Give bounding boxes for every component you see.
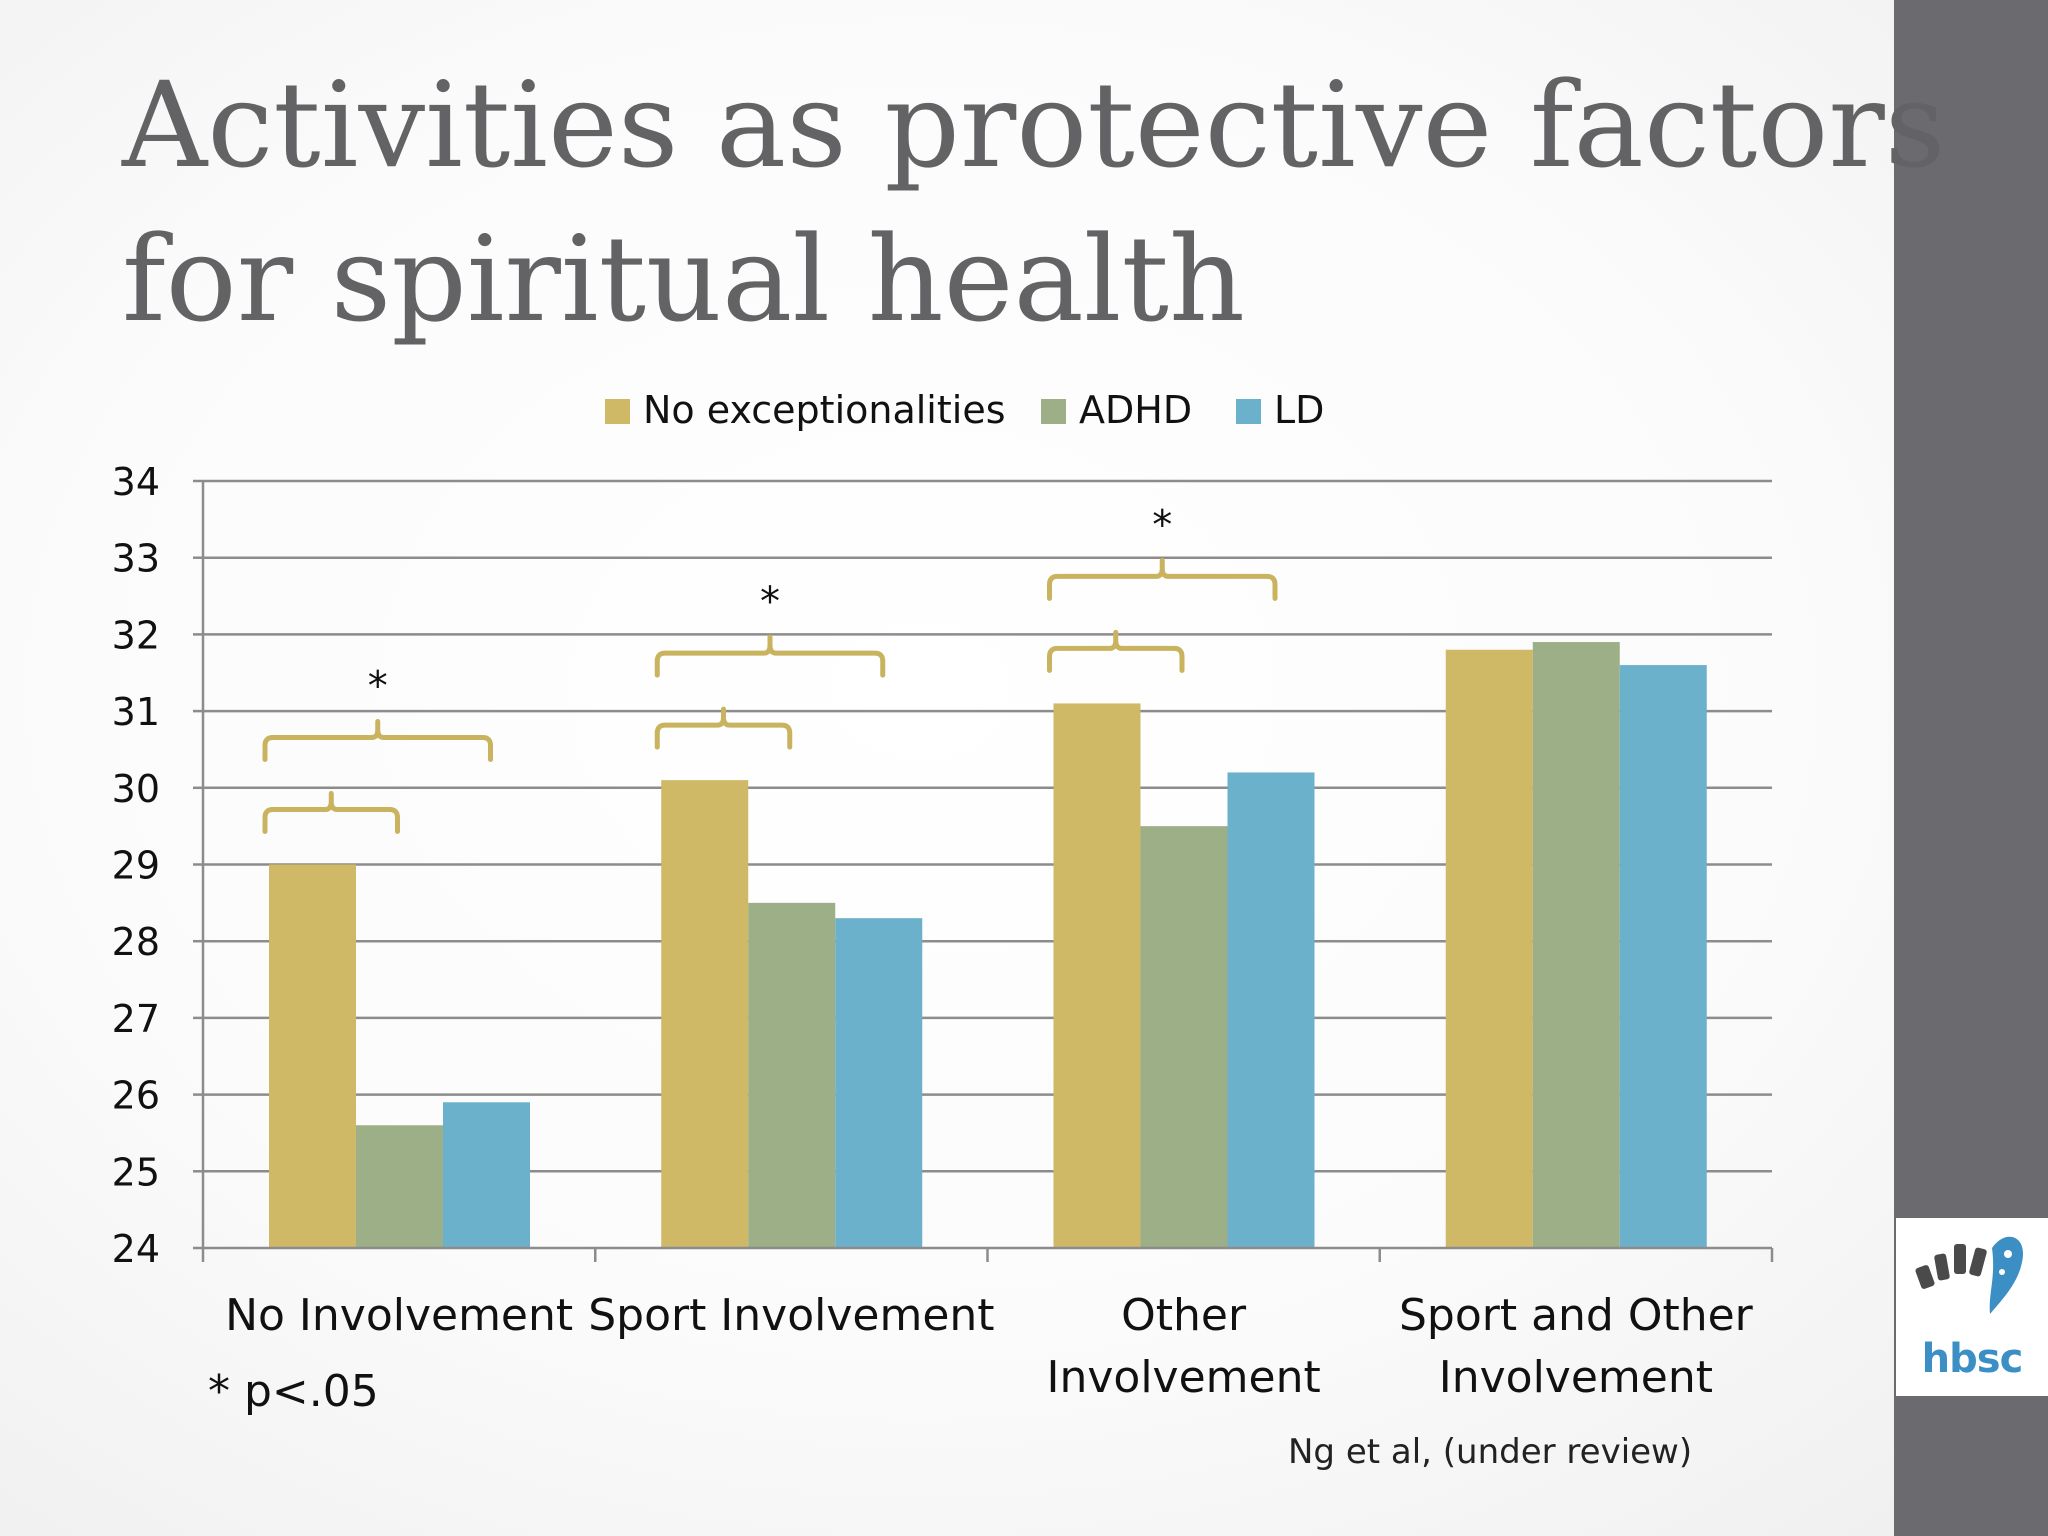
y-tick-label-34: 34 xyxy=(112,460,160,504)
y-tick-label-29: 29 xyxy=(112,844,160,888)
x-tick-label-0: No Involvement xyxy=(225,1290,573,1341)
bar-2-0 xyxy=(1053,703,1141,1248)
bar-0-1 xyxy=(356,1125,443,1248)
legend-swatch-0 xyxy=(605,399,630,424)
y-tick-label-30: 30 xyxy=(112,767,160,811)
bar-chart: No exceptionalities ADHD LD 24 25 26 27 28 29 30… xyxy=(112,388,1774,1403)
y-tick-label-24: 24 xyxy=(112,1227,160,1271)
significance-star-0: * xyxy=(368,664,388,710)
slide-title: Activities as protective factors for spi… xyxy=(122,48,1946,356)
title-line-2: for spiritual health xyxy=(122,210,1245,348)
logo-text: hbsc xyxy=(1921,1336,2024,1382)
source-citation: Ng et al, (under review) xyxy=(1288,1432,1693,1472)
y-tick-label-27: 27 xyxy=(112,997,160,1041)
bracket-outer-0 xyxy=(262,719,493,762)
significance-footnote: * p<.05 xyxy=(208,1366,379,1417)
legend-swatch-2 xyxy=(1236,399,1261,424)
bar-2-1 xyxy=(1140,826,1228,1248)
bar-3-0 xyxy=(1445,649,1533,1248)
bar-0-0 xyxy=(269,864,356,1248)
x-tick-label-3: Sport and Other Involvement xyxy=(1399,1290,1754,1403)
y-tick-label-32: 32 xyxy=(112,613,160,657)
bracket-inner-2 xyxy=(1047,629,1185,673)
hbsc-logo: hbsc xyxy=(1896,1218,2048,1396)
bar-1-1 xyxy=(748,902,836,1248)
legend-swatch-1 xyxy=(1041,399,1066,424)
y-tick-label-25: 25 xyxy=(112,1150,160,1194)
y-axis: 24 25 26 27 28 29 30 31 32 33 34 xyxy=(112,460,205,1271)
bar-3-2 xyxy=(1619,665,1707,1248)
legend-label-0: No exceptionalities xyxy=(643,388,1006,432)
x-axis: No Involvement Sport Involvement Other Invo… xyxy=(201,1246,1774,1403)
bracket-inner-0 xyxy=(262,791,400,834)
title-line-1: Activities as protective factors xyxy=(122,56,1946,194)
y-tick-label-31: 31 xyxy=(112,690,160,734)
y-tick-label-33: 33 xyxy=(112,537,160,581)
bracket-outer-2 xyxy=(1047,557,1278,601)
x-tick-label-1: Sport Involvement xyxy=(588,1290,994,1341)
y-tick-label-28: 28 xyxy=(112,920,160,964)
bar-0-2 xyxy=(443,1102,530,1248)
x-tick-label-2: Other Involvement xyxy=(1047,1290,1321,1403)
bar-1-0 xyxy=(661,780,749,1248)
significance-star-1: * xyxy=(760,579,780,625)
significance-star-2: * xyxy=(1152,502,1172,548)
bracket-inner-1 xyxy=(654,706,793,750)
legend-label-1: ADHD xyxy=(1079,388,1192,432)
bracket-outer-1 xyxy=(654,634,886,678)
chart-legend: No exceptionalities ADHD LD xyxy=(605,388,1324,432)
y-tick-label-26: 26 xyxy=(112,1074,160,1118)
bar-1-2 xyxy=(835,918,923,1248)
chart-bars xyxy=(269,642,1707,1248)
bar-2-2 xyxy=(1227,772,1315,1248)
bar-3-1 xyxy=(1532,642,1620,1248)
legend-label-2: LD xyxy=(1274,388,1324,432)
logo-graphic-icon xyxy=(1915,1236,2024,1314)
significance-brackets: * * * xyxy=(262,502,1278,834)
